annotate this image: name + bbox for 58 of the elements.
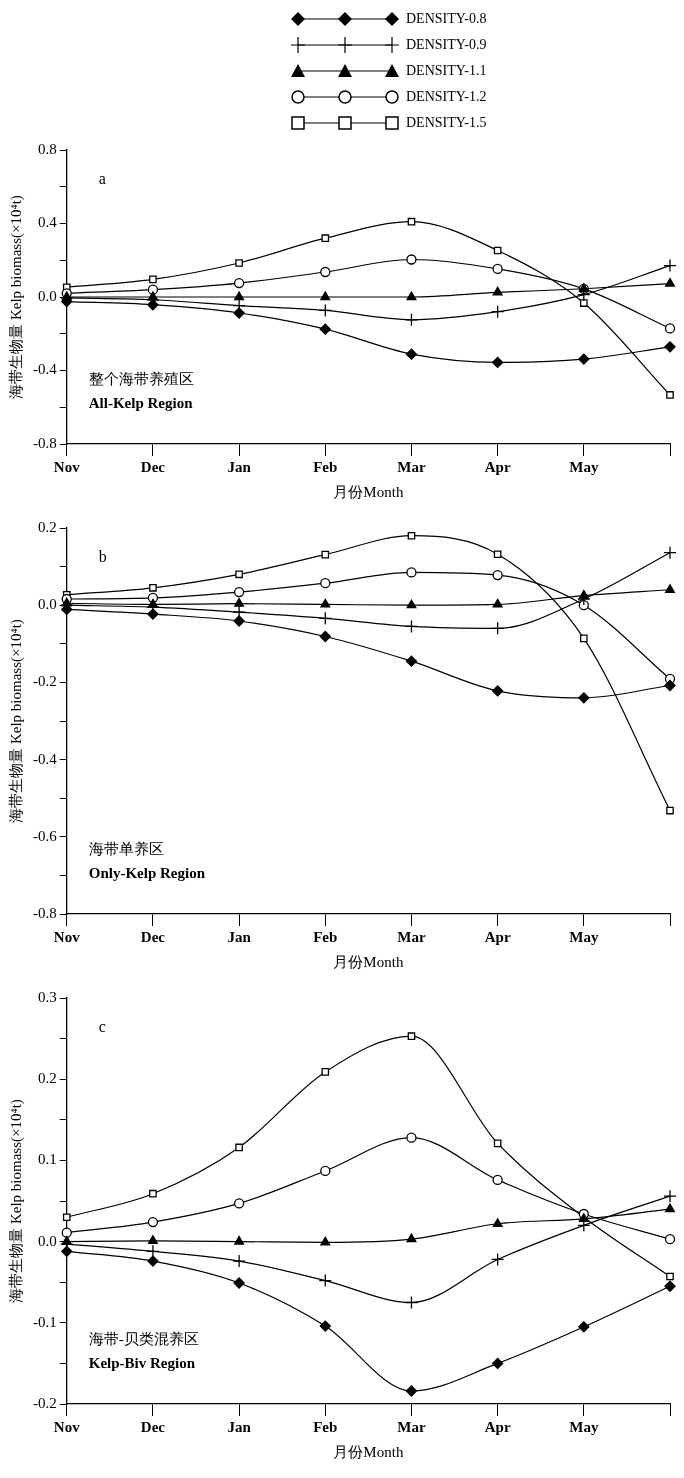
x-tick-label: Feb (313, 1418, 338, 1435)
x-tick-label: Jan (227, 1418, 252, 1435)
annotation: 海带单养区 (88, 841, 164, 857)
y-tick-label: 0.0 (38, 1232, 57, 1249)
y-tick-label: 0.0 (38, 596, 57, 613)
annotation: Only-Kelp Region (88, 865, 206, 881)
annotation: All-Kelp Region (88, 395, 194, 411)
y-tick-label: 0.4 (38, 214, 58, 231)
x-tick-label: Nov (53, 1418, 81, 1435)
x-tick-label: Dec (140, 928, 166, 945)
y-tick-label: 0.8 (38, 140, 57, 157)
x-tick-label: Jan (227, 928, 252, 945)
legend-label: DENSITY-1.2 (406, 89, 487, 105)
y-axis-title: 海带生物量 Kelp biomass(×10⁴t) (7, 1099, 25, 1303)
y-axis-title: 海带生物量 Kelp biomass(×10⁴t) (7, 619, 25, 823)
annotation: b (98, 548, 107, 565)
x-tick-label: Jan (227, 458, 252, 475)
x-tick-label: Feb (313, 458, 338, 475)
x-tick-label: May (569, 1418, 599, 1435)
y-tick-label: 0.1 (38, 1151, 57, 1168)
x-tick-label: May (569, 928, 599, 945)
y-tick-label: 0.3 (38, 988, 57, 1005)
x-axis-title: 月份Month (333, 1443, 404, 1460)
x-tick-label: Nov (53, 458, 81, 475)
y-tick-label: -0.6 (33, 827, 58, 844)
x-tick-label: Mar (397, 458, 426, 475)
x-tick-label: Mar (397, 1418, 426, 1435)
x-tick-label: Feb (313, 928, 338, 945)
legend-label: DENSITY-1.5 (406, 115, 487, 131)
y-tick-label: 0.2 (38, 518, 57, 535)
annotation: 海带-贝类混养区 (88, 1331, 199, 1347)
y-tick-label: -0.8 (33, 904, 57, 921)
annotation: 整个海带养殖区 (88, 371, 194, 387)
legend-label: DENSITY-1.1 (406, 63, 487, 79)
x-tick-label: Dec (140, 458, 166, 475)
y-tick-label: -0.4 (33, 361, 58, 378)
x-tick-label: Nov (53, 928, 81, 945)
x-axis-title: 月份Month (333, 483, 404, 500)
annotation: c (98, 1018, 106, 1035)
legend-label: DENSITY-0.8 (406, 11, 487, 27)
y-tick-label: -0.4 (33, 750, 58, 767)
x-tick-label: Mar (397, 928, 426, 945)
y-tick-label: 0.0 (38, 287, 57, 304)
annotation: Kelp-Biv Region (88, 1355, 196, 1371)
x-tick-label: Dec (140, 1418, 166, 1435)
x-axis-title: 月份Month (333, 953, 404, 970)
x-tick-label: Apr (484, 458, 511, 475)
y-tick-label: 0.2 (38, 1070, 57, 1087)
y-tick-label: -0.8 (33, 434, 57, 451)
y-tick-label: -0.2 (33, 1394, 57, 1411)
x-tick-label: Apr (484, 928, 511, 945)
annotation: a (98, 170, 106, 187)
x-tick-label: Apr (484, 1418, 511, 1435)
y-tick-label: -0.2 (33, 673, 57, 690)
legend-label: DENSITY-0.9 (406, 37, 487, 53)
y-tick-label: -0.1 (33, 1313, 57, 1330)
x-tick-label: May (569, 458, 599, 475)
y-axis-title: 海带生物量 Kelp biomass(×10⁴t) (7, 195, 25, 399)
